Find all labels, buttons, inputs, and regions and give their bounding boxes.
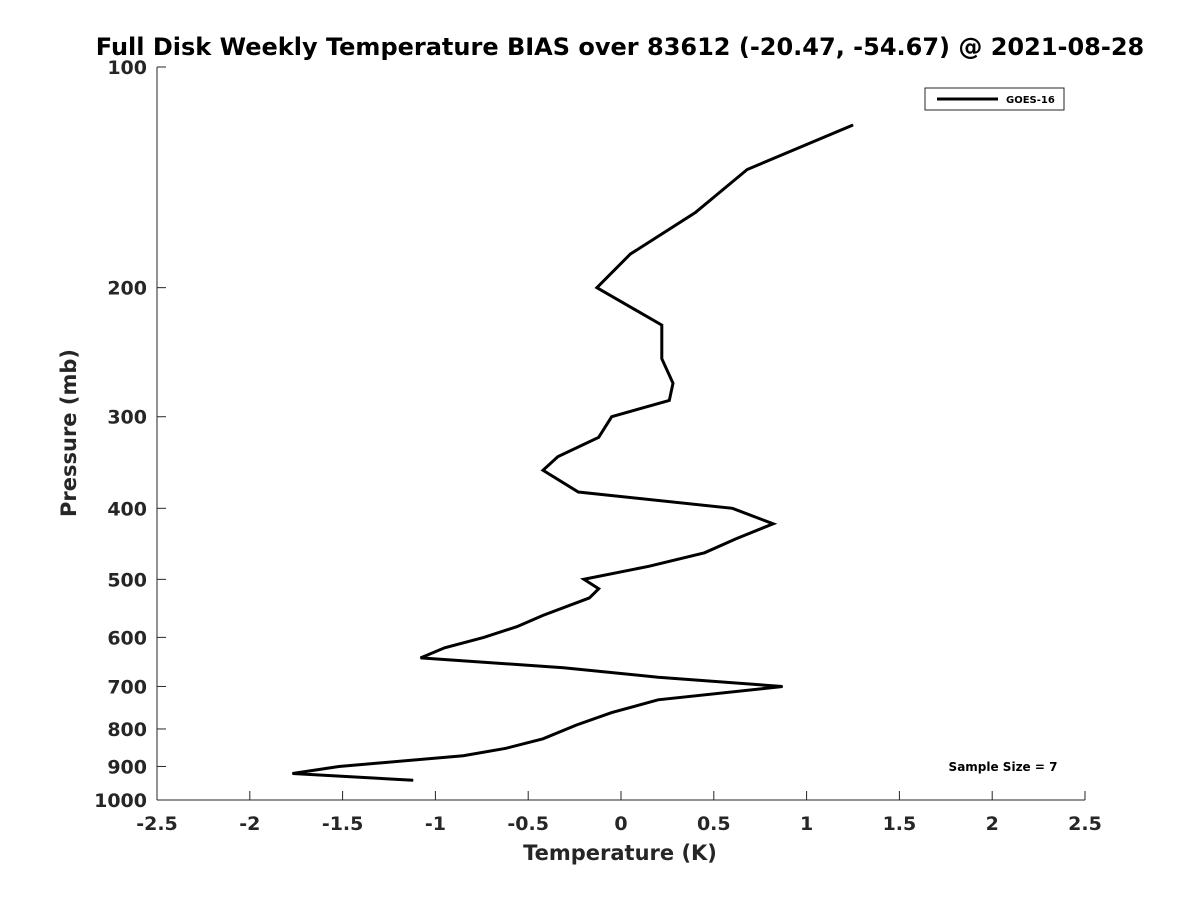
data-point <box>782 686 783 687</box>
x-tick-label: 0.5 <box>697 813 731 835</box>
y-tick-label: 700 <box>107 676 147 698</box>
series-layer <box>292 123 854 782</box>
data-point <box>577 491 579 493</box>
data-point <box>746 169 748 170</box>
y-tick-label: 400 <box>107 498 147 520</box>
data-point <box>557 456 559 458</box>
y-tick-label: 500 <box>107 569 147 591</box>
data-point <box>735 538 737 540</box>
y-tick-label: 800 <box>107 719 147 741</box>
x-tick-label: -1 <box>425 813 446 835</box>
data-point <box>852 124 854 126</box>
data-point <box>661 324 663 326</box>
data-point <box>505 747 507 749</box>
data-point <box>661 358 663 360</box>
data-point <box>588 597 590 599</box>
y-tick-label: 100 <box>107 57 147 79</box>
data-point <box>462 755 464 757</box>
data-point <box>338 766 340 767</box>
data-point <box>596 287 598 289</box>
data-point <box>611 416 613 418</box>
data-point <box>576 724 577 726</box>
data-point <box>704 552 705 554</box>
data-point <box>648 565 650 567</box>
data-point <box>563 667 564 669</box>
data-point <box>657 676 659 678</box>
data-point <box>542 469 544 471</box>
data-point <box>292 773 293 774</box>
data-point <box>542 738 544 740</box>
y-axis: 100 200 300 400 500 600 700 800 900 1000 <box>94 57 166 812</box>
chart-title: Full Disk Weekly Temperature BIAS over 8… <box>96 33 1144 61</box>
y-tick-label: 900 <box>107 756 147 778</box>
data-point <box>629 253 631 255</box>
legend: GOES-16 <box>924 87 1065 111</box>
x-tick-label: -2 <box>239 813 260 835</box>
x-tick-label: 1.5 <box>883 813 917 835</box>
y-tick-label: 300 <box>107 407 147 429</box>
y-tick-label: 1000 <box>94 790 147 812</box>
data-point <box>412 779 414 781</box>
x-tick-label: -0.5 <box>507 813 549 835</box>
x-tick-label: 1 <box>800 813 813 835</box>
data-point <box>672 382 674 384</box>
data-point <box>598 436 600 438</box>
data-point <box>444 647 446 649</box>
y-tick-label: 600 <box>107 627 147 649</box>
data-point <box>583 578 585 580</box>
data-point <box>694 212 696 214</box>
x-tick-label: 2 <box>986 813 999 835</box>
data-point <box>542 614 544 616</box>
x-tick-label: -2.5 <box>136 813 178 835</box>
sample-size-annotation: Sample Size = 7 <box>949 760 1058 774</box>
data-point <box>611 712 613 714</box>
y-axis-label: Pressure (mb) <box>57 349 81 517</box>
data-point <box>657 699 659 701</box>
data-point <box>731 507 733 509</box>
data-point <box>483 636 485 638</box>
data-point <box>772 523 774 525</box>
x-tick-label: 0 <box>614 813 627 835</box>
data-point <box>598 588 600 590</box>
x-axis-label: Temperature (K) <box>523 841 717 865</box>
data-point <box>668 399 670 401</box>
data-point <box>420 657 422 659</box>
y-tick-label: 200 <box>107 278 147 300</box>
x-tick-label: 2.5 <box>1068 813 1102 835</box>
series-line-goes-16 <box>292 123 854 782</box>
x-tick-label: -1.5 <box>322 813 364 835</box>
legend-label: GOES-16 <box>1006 95 1055 106</box>
x-axis: -2.5 -2 -1.5 -1 -0.5 0 0.5 1 1.5 2 2.5 <box>136 791 1102 835</box>
data-point <box>516 626 518 628</box>
